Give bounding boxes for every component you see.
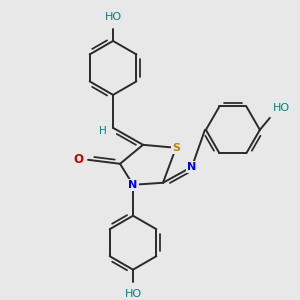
Text: HO: HO: [273, 103, 290, 113]
Text: S: S: [172, 143, 180, 153]
Text: N: N: [128, 180, 138, 190]
Text: HO: HO: [104, 12, 122, 22]
Text: HO: HO: [124, 289, 142, 298]
Text: H: H: [99, 126, 107, 136]
Text: O: O: [73, 153, 83, 166]
Text: N: N: [187, 162, 196, 172]
